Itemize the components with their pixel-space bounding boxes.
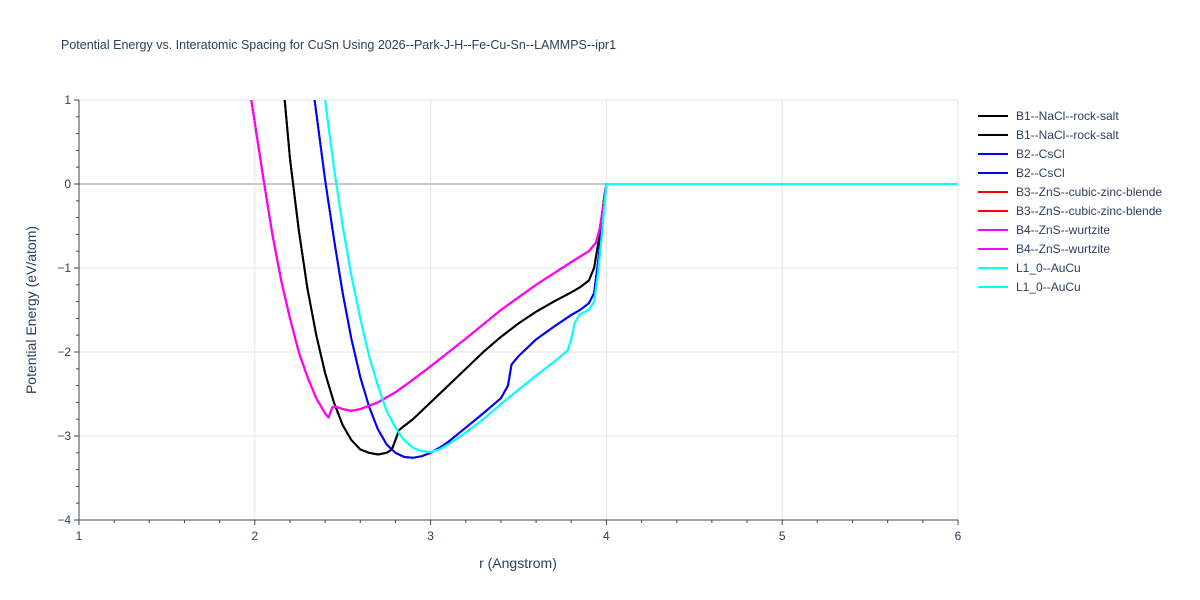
- chart-title: Potential Energy vs. Interatomic Spacing…: [61, 38, 617, 52]
- series-line-b1-nacl-rock-salt-0: [283, 100, 958, 456]
- legend-label: B4--ZnS--wurtzite: [1016, 241, 1111, 256]
- x-tick-label: 6: [955, 529, 962, 543]
- series-line-b4-zns-wurtzite-6: [250, 100, 958, 419]
- x-tick-label: 3: [427, 529, 434, 543]
- legend-label: B3--ZnS--cubic-zinc-blende: [1016, 203, 1163, 218]
- legend-item[interactable]: B4--ZnS--wurtzite: [978, 239, 1162, 258]
- legend-swatch: [978, 285, 1008, 288]
- x-tick-label: 5: [779, 529, 786, 543]
- y-tick-label: −4: [57, 513, 71, 527]
- legend-item[interactable]: B2--CsCl: [978, 163, 1162, 182]
- y-tick-label: −1: [57, 261, 71, 275]
- legend-swatch: [978, 114, 1008, 117]
- y-tick-label: −2: [57, 345, 71, 359]
- legend-swatch: [978, 133, 1008, 136]
- legend-swatch: [978, 190, 1008, 193]
- legend-label: B2--CsCl: [1016, 165, 1065, 180]
- axes: [74, 99, 959, 525]
- legend-label: L1_0--AuCu: [1016, 279, 1081, 294]
- legend-swatch: [978, 247, 1008, 250]
- legend-item[interactable]: B3--ZnS--cubic-zinc-blende: [978, 182, 1162, 201]
- legend-label: B2--CsCl: [1016, 146, 1065, 161]
- legend-swatch: [978, 171, 1008, 174]
- y-tick-label: −3: [57, 429, 71, 443]
- x-tick-label: 4: [603, 529, 610, 543]
- legend-swatch: [978, 266, 1008, 269]
- legend-swatch: [978, 152, 1008, 155]
- grid-lines: [79, 99, 959, 520]
- x-tick-label: 2: [251, 529, 258, 543]
- y-axis-title: Potential Energy (eV/atom): [23, 226, 39, 394]
- series-line-b1-nacl-rock-salt-1: [283, 100, 958, 456]
- legend-item[interactable]: B2--CsCl: [978, 144, 1162, 163]
- legend-label: B3--ZnS--cubic-zinc-blende: [1016, 184, 1163, 199]
- series-line-b3-zns-cubic-zinc-blende-4: [250, 100, 958, 419]
- series-line-l1-0-aucu-9: [324, 100, 958, 453]
- legend-swatch: [978, 228, 1008, 231]
- x-tick-label: 1: [76, 529, 83, 543]
- x-tick-labels: 1 2 3 4 5 6: [76, 529, 962, 543]
- y-tick-labels: −4 −3 −2 −1 0 1: [57, 93, 71, 527]
- legend-item[interactable]: B3--ZnS--cubic-zinc-blende: [978, 201, 1162, 220]
- legend-item[interactable]: B1--NaCl--rock-salt: [978, 125, 1162, 144]
- legend-label: B1--NaCl--rock-salt: [1016, 108, 1119, 123]
- y-tick-label: 1: [64, 93, 71, 107]
- legend-item[interactable]: B4--ZnS--wurtzite: [978, 220, 1162, 239]
- legend-item[interactable]: B1--NaCl--rock-salt: [978, 106, 1162, 125]
- x-axis-title: r (Angstrom): [479, 555, 557, 571]
- legend-swatch: [978, 209, 1008, 212]
- legend-label: B4--ZnS--wurtzite: [1016, 222, 1111, 237]
- legend: B1--NaCl--rock-salt B1--NaCl--rock-salt B2…: [978, 106, 1162, 296]
- y-tick-label: 0: [64, 177, 71, 191]
- series-line-b2-cscl-3: [313, 100, 958, 459]
- series-line-b4-zns-wurtzite-7: [250, 100, 958, 419]
- series-line-l1-0-aucu-8: [324, 100, 958, 453]
- legend-item[interactable]: L1_0--AuCu: [978, 258, 1162, 277]
- series-line-b3-zns-cubic-zinc-blende-5: [250, 100, 958, 419]
- legend-item[interactable]: L1_0--AuCu: [978, 277, 1162, 296]
- legend-label: B1--NaCl--rock-salt: [1016, 127, 1119, 142]
- legend-label: L1_0--AuCu: [1016, 260, 1081, 275]
- series-line-b2-cscl-2: [313, 100, 958, 459]
- series-lines: [250, 100, 958, 459]
